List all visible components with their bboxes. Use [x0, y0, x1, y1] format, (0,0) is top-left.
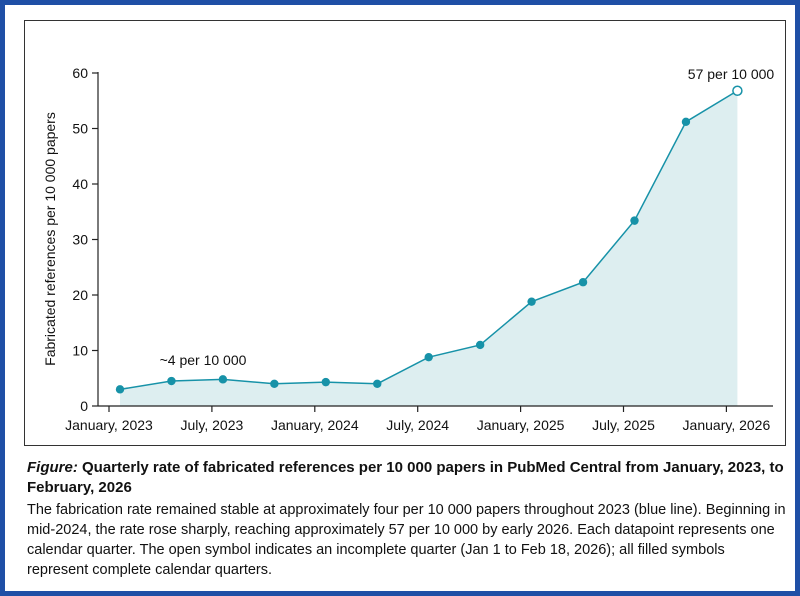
- x-tick-label: January, 2026: [683, 417, 771, 433]
- y-tick-label: 10: [72, 343, 88, 359]
- data-point: [167, 376, 176, 386]
- data-point-open: [732, 85, 743, 97]
- caption-title-text: Quarterly rate of fabricated references …: [27, 459, 784, 496]
- chart: 0 10 20 30 40 50 60 January, 2023 July, 2023 Janu…: [42, 65, 775, 433]
- y-tick-label: 60: [72, 65, 88, 81]
- data-point: [321, 377, 330, 387]
- data-point: [218, 375, 228, 384]
- caption-body: The fabrication rate remained stable at …: [27, 502, 786, 578]
- data-point: [270, 379, 279, 388]
- data-point: [527, 297, 536, 306]
- data-point: [424, 352, 433, 362]
- y-tick-label: 40: [72, 176, 88, 192]
- data-point: [373, 379, 382, 388]
- x-tick-label: January, 2025: [477, 417, 565, 433]
- y-tick-label: 0: [80, 398, 88, 414]
- figure-caption: Figure: Quarterly rate of fabricated ref…: [27, 458, 787, 580]
- y-axis-label: Fabricated references per 10 000 papers: [42, 112, 58, 366]
- x-tick-label: July, 2025: [592, 417, 655, 433]
- area-fill: [120, 90, 738, 406]
- x-tick-label: January, 2023: [65, 417, 153, 433]
- y-tick-label: 30: [72, 232, 88, 248]
- figure-label: Figure:: [27, 459, 78, 476]
- x-tick-label: July, 2024: [386, 417, 449, 433]
- annotation-low: ~4 per 10 000: [160, 352, 247, 368]
- data-point: [578, 278, 588, 287]
- y-tick-label: 50: [72, 121, 88, 137]
- data-point: [115, 385, 125, 394]
- x-tick-label: January, 2024: [271, 417, 359, 433]
- y-tick-label: 20: [72, 287, 88, 303]
- x-tick-label: July, 2023: [181, 417, 244, 433]
- data-point: [681, 117, 691, 127]
- caption-title: Figure: Quarterly rate of fabricated ref…: [27, 458, 787, 498]
- data-point: [630, 216, 639, 225]
- data-point: [475, 340, 485, 350]
- annotation-high: 57 per 10 000: [688, 66, 775, 82]
